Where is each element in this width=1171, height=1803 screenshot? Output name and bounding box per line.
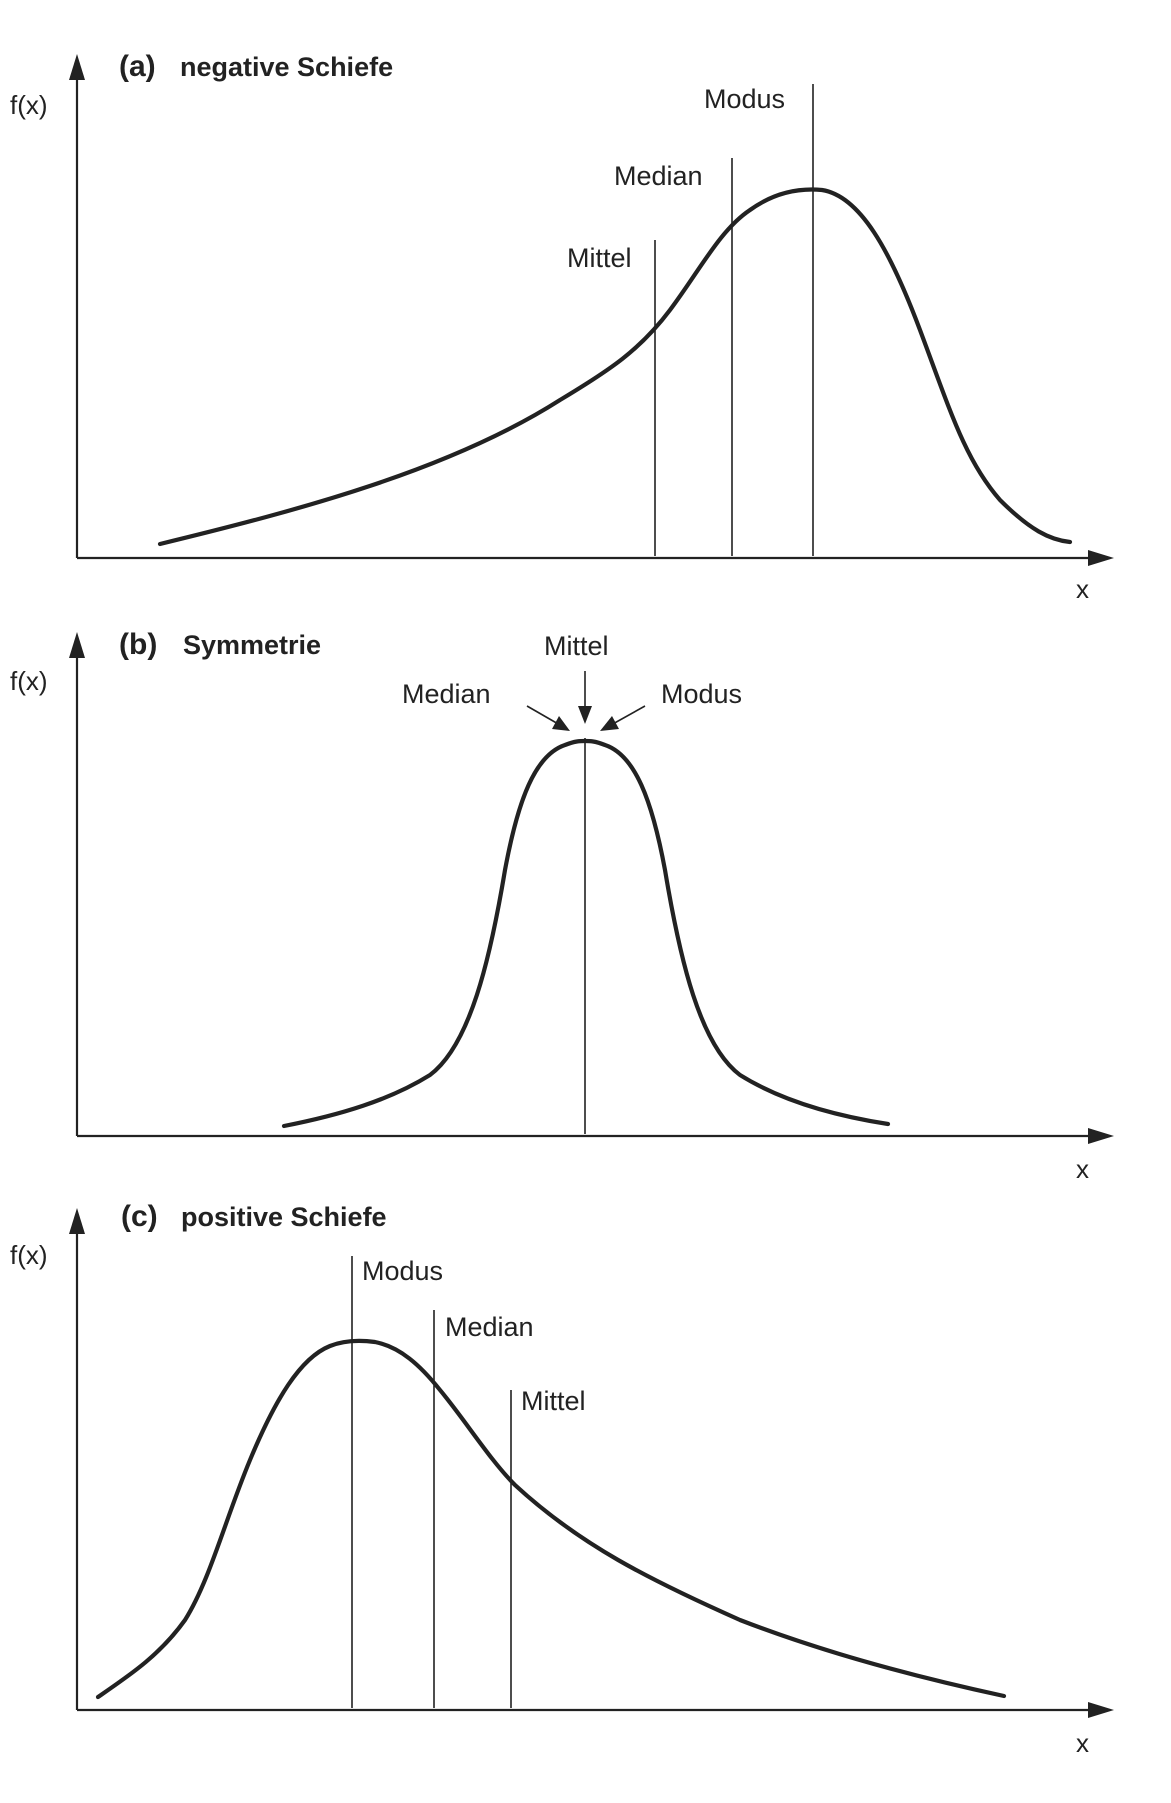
y-axis-arrow-a	[69, 54, 85, 80]
panel-title-b: Symmetrie	[183, 630, 321, 660]
x-axis-arrow-c	[1088, 1702, 1114, 1718]
mean-label-a: Mittel	[567, 243, 632, 273]
median-label-c: Median	[445, 1312, 534, 1342]
panel-title-a: negative Schiefe	[180, 52, 393, 82]
panel-b: f(x) x (b) Symmetrie Median Mittel Modus	[10, 628, 1114, 1184]
median-label-a: Median	[614, 161, 703, 191]
x-axis-arrow-a	[1088, 550, 1114, 566]
x-axis-label-a: x	[1076, 574, 1089, 604]
mode-label-c: Modus	[362, 1256, 443, 1286]
panel-title-c: positive Schiefe	[181, 1202, 387, 1232]
panel-c: f(x) x (c) positive Schiefe Modus Median…	[10, 1200, 1114, 1758]
panel-letter-a: (a)	[119, 50, 156, 83]
mode-label-a: Modus	[704, 84, 785, 114]
y-axis-arrow-b	[69, 632, 85, 658]
y-axis-label-c: f(x)	[10, 1240, 48, 1270]
y-axis-label-a: f(x)	[10, 90, 48, 120]
y-axis-arrow-c	[69, 1208, 85, 1234]
mode-label-b: Modus	[661, 679, 742, 709]
panel-letter-c: (c)	[121, 1200, 158, 1233]
mean-label-b: Mittel	[544, 631, 609, 661]
panel-letter-b: (b)	[119, 628, 157, 661]
x-axis-label-c: x	[1076, 1728, 1089, 1758]
median-pointer-line-b	[526, 705, 561, 726]
median-pointer-arrow-b	[552, 716, 570, 731]
x-axis-arrow-b	[1088, 1128, 1114, 1144]
y-axis-label-b: f(x)	[10, 666, 48, 696]
density-curve-a	[157, 187, 1073, 547]
density-curve-b	[281, 738, 891, 1129]
density-curve-c	[95, 1338, 1007, 1700]
mode-pointer-line-b	[610, 705, 646, 726]
median-label-b: Median	[402, 679, 491, 709]
mean-label-c: Mittel	[521, 1386, 586, 1416]
x-axis-label-b: x	[1076, 1154, 1089, 1184]
mode-pointer-arrow-b	[600, 716, 619, 731]
mean-pointer-arrow-b	[578, 706, 592, 724]
panel-a: f(x) x (a) negative Schiefe Mittel Media…	[10, 50, 1114, 604]
